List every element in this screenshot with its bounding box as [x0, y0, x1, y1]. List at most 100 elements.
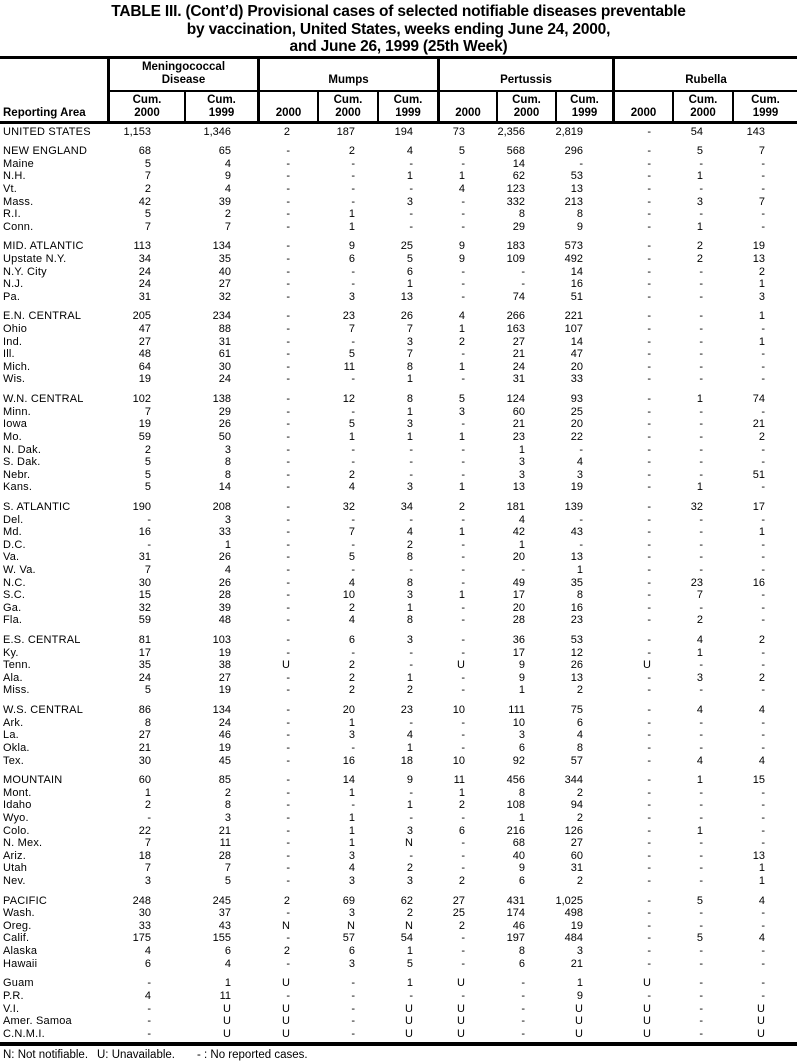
column-header: 2000: [612, 91, 672, 121]
data-cell: 21: [138, 741, 151, 754]
data-cell: -: [647, 684, 651, 697]
data-cell: 3: [576, 468, 583, 481]
data-cell: 3: [518, 729, 525, 742]
data-cell: -: [286, 182, 290, 195]
data-cell: -: [351, 182, 355, 195]
data-cell: 19: [570, 481, 583, 494]
data-cell: 484: [564, 932, 583, 945]
data-cell: -: [699, 265, 703, 278]
data-cell: -: [286, 684, 290, 697]
area-label: N.Y. City: [3, 265, 47, 278]
data-cell: -: [286, 348, 290, 361]
data-cell: -: [461, 945, 465, 958]
data-cell: -: [647, 500, 651, 513]
data-cell: -: [409, 786, 413, 799]
data-cell: -: [286, 824, 290, 837]
data-cell: 25: [452, 907, 465, 920]
table-row: Calif. 175 155-57 54-197 484-5 4: [0, 932, 797, 945]
data-cell: 23: [690, 576, 703, 589]
data-cell: 1: [458, 589, 465, 602]
table-row: P.R. 4 11 - - - - - 9 - - -: [0, 990, 797, 1003]
data-cell: 3: [224, 443, 231, 456]
area-label: Colo.: [3, 824, 30, 837]
data-cell: 1: [348, 220, 355, 233]
data-cell: 248: [132, 894, 151, 907]
data-cell: 2: [758, 671, 765, 684]
data-cell: 14: [342, 774, 355, 787]
data-cell: -: [761, 538, 765, 551]
data-cell: -: [699, 729, 703, 742]
data-cell: 8: [576, 208, 583, 221]
table-row: Wyo. - 3 - 1 - - 1 2 - - -: [0, 812, 797, 825]
group-header-pertussis: Pertussis: [437, 58, 612, 92]
data-cell: 4: [696, 704, 703, 717]
data-cell: -: [286, 907, 290, 920]
data-cell: -: [699, 157, 703, 170]
table-row: Ga. 32 39 - 2 1 - 20 16 - - -: [0, 602, 797, 615]
area-label: Ga.: [3, 601, 22, 614]
data-cell: U: [643, 1015, 651, 1028]
area-label: Ariz.: [3, 849, 26, 862]
data-cell: -: [286, 220, 290, 233]
data-cell: 4: [144, 945, 151, 958]
data-cell: 1: [518, 684, 525, 697]
data-cell: 48: [218, 614, 231, 627]
data-cell: 5: [224, 875, 231, 888]
data-cell: 2: [144, 799, 151, 812]
area-label: Ky.: [3, 646, 19, 659]
data-cell: 18: [400, 754, 413, 767]
data-cell: 17: [752, 500, 765, 513]
area-label: Kans.: [3, 481, 33, 494]
data-cell: -: [699, 977, 703, 990]
data-cell: 4: [348, 614, 355, 627]
data-cell: 12: [570, 646, 583, 659]
data-cell: 3: [758, 290, 765, 303]
data-cell: 102: [132, 393, 151, 406]
data-cell: -: [647, 741, 651, 754]
data-cell: 31: [218, 335, 231, 348]
data-cell: 88: [218, 323, 231, 336]
data-cell: 19: [138, 418, 151, 431]
data-cell: 2: [283, 894, 290, 907]
data-cell: -: [351, 989, 355, 1002]
area-label: W.S. CENTRAL: [3, 704, 84, 717]
data-cell: -: [409, 564, 413, 576]
data-cell: 20: [570, 418, 583, 431]
data-cell: 22: [138, 824, 151, 837]
data-cell: -: [647, 894, 651, 907]
data-cell: 26: [570, 659, 583, 672]
data-cell: 181: [506, 500, 525, 513]
data-cell: -: [461, 551, 465, 564]
table-row: E.N. CENTRAL 205 234 - 23 26 4 266 221 - - 1: [0, 310, 797, 323]
data-cell: -: [761, 837, 765, 850]
data-cell: -: [286, 208, 290, 221]
data-cell: 2: [406, 907, 413, 920]
data-cell: 25: [570, 405, 583, 418]
area-label: Del.: [3, 513, 24, 526]
data-cell: 16: [570, 278, 583, 291]
area-label: Alaska: [3, 945, 38, 958]
data-cell: 456: [506, 774, 525, 787]
data-cell: 32: [342, 500, 355, 513]
data-cell: 32: [218, 290, 231, 303]
area-label: N. Dak.: [3, 443, 42, 456]
data-cell: U: [457, 1015, 465, 1028]
data-cell: 1: [406, 170, 413, 183]
data-cell: 1: [518, 443, 525, 456]
data-cell: -: [647, 405, 651, 418]
data-cell: -: [351, 1002, 355, 1015]
data-cell: -: [699, 278, 703, 291]
data-cell: 1: [696, 170, 703, 183]
data-cell: 8: [144, 716, 151, 729]
data-cell: 33: [138, 919, 151, 932]
data-cell: -: [647, 849, 651, 862]
data-cell: 17: [512, 589, 525, 602]
area-label: E.S. CENTRAL: [3, 634, 81, 647]
table-row: Utah 7 7 - 4 2 - 9 31 - - 1: [0, 862, 797, 875]
data-cell: U: [223, 1015, 231, 1028]
data-cell: 19: [218, 741, 231, 754]
data-cell: 197: [506, 932, 525, 945]
data-cell: 5: [348, 551, 355, 564]
data-cell: 37: [218, 907, 231, 920]
data-cell: 3: [406, 481, 413, 494]
